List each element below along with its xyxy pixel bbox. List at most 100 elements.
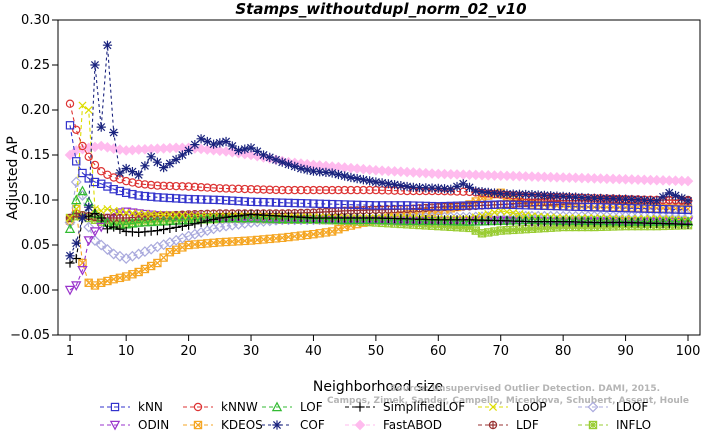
data-point <box>190 182 200 192</box>
data-point <box>471 201 480 210</box>
data-point <box>515 210 524 219</box>
data-point <box>664 188 674 198</box>
data-point <box>102 224 113 234</box>
data-point <box>272 420 282 430</box>
x-tick-label: 90 <box>617 344 634 359</box>
data-point <box>171 181 181 191</box>
data-point <box>259 235 268 244</box>
data-point <box>303 230 312 240</box>
data-point <box>502 207 511 216</box>
data-point <box>193 420 203 430</box>
data-point <box>233 211 244 221</box>
data-point <box>421 183 431 193</box>
data-point <box>78 141 87 151</box>
x-axis-title: Neighborhood size <box>313 379 443 395</box>
data-point <box>533 190 543 200</box>
data-point <box>140 209 149 218</box>
data-point <box>221 237 231 247</box>
data-point <box>259 197 268 207</box>
data-point <box>464 216 475 226</box>
data-point <box>184 182 193 191</box>
x-tick-label: 50 <box>368 344 385 359</box>
data-point <box>334 185 343 195</box>
data-point <box>452 201 462 210</box>
data-point <box>278 233 287 242</box>
data-point <box>258 212 269 223</box>
data-point <box>358 175 368 185</box>
data-point <box>502 226 511 235</box>
data-point <box>284 198 293 208</box>
data-point <box>401 215 413 225</box>
data-point <box>240 210 250 220</box>
data-point <box>122 219 131 228</box>
legend: kNN kNNW LOF SimplifiedLOF LoOP LDOF ODIN KDEOS… <box>100 400 651 432</box>
data-point <box>193 402 203 412</box>
data-point <box>115 224 125 234</box>
data-point <box>558 191 568 201</box>
data-point <box>159 193 168 202</box>
legend-item-ldof: LDOF <box>578 400 648 414</box>
data-point <box>320 213 332 224</box>
data-point <box>139 216 151 227</box>
data-point <box>346 200 356 209</box>
data-point <box>184 194 193 204</box>
data-point <box>134 191 143 200</box>
data-point <box>78 258 87 268</box>
data-point <box>303 185 312 195</box>
data-point <box>178 182 187 191</box>
data-point <box>621 203 630 213</box>
data-point <box>128 178 137 187</box>
data-point <box>458 179 468 189</box>
data-point <box>89 227 101 237</box>
data-point <box>546 191 556 201</box>
data-point <box>445 215 456 226</box>
data-point <box>296 163 306 174</box>
data-point <box>177 221 187 231</box>
data-point <box>620 194 631 204</box>
data-point <box>483 187 493 197</box>
data-point <box>228 184 237 193</box>
data-point <box>383 179 393 189</box>
y-tick-label: 0.20 <box>21 103 50 118</box>
data-point <box>327 185 337 195</box>
data-point <box>78 168 87 178</box>
data-point <box>214 145 226 157</box>
data-point <box>645 195 656 206</box>
data-point <box>115 219 124 228</box>
data-point <box>196 183 206 192</box>
data-point <box>203 195 212 204</box>
data-point <box>147 217 156 226</box>
data-point <box>358 214 369 224</box>
data-point <box>102 40 113 50</box>
x-tick-label: 100 <box>676 344 701 359</box>
data-point <box>590 203 599 212</box>
data-point <box>253 185 262 194</box>
legend-item-simplifiedlof: SimplifiedLOF <box>345 400 465 414</box>
data-point <box>459 223 468 232</box>
data-point <box>383 214 394 225</box>
data-point <box>465 201 474 210</box>
data-point <box>190 240 200 249</box>
data-point <box>295 213 307 224</box>
data-point <box>440 201 449 211</box>
data-point <box>271 155 281 165</box>
data-point <box>196 239 206 249</box>
data-point <box>193 420 203 430</box>
data-point <box>165 223 175 234</box>
data-point <box>359 185 368 195</box>
data-point <box>195 226 207 238</box>
data-point <box>439 215 450 226</box>
data-point <box>110 402 120 412</box>
data-point <box>352 185 362 195</box>
data-point <box>208 214 219 225</box>
data-point <box>677 193 687 203</box>
data-point <box>78 101 87 110</box>
data-point <box>370 214 382 224</box>
data-point <box>415 201 424 210</box>
data-point <box>509 200 518 210</box>
data-point <box>477 200 487 210</box>
data-point <box>145 216 157 227</box>
legend-label: LoOP <box>516 400 547 414</box>
data-point <box>477 229 487 238</box>
data-point <box>321 167 331 177</box>
